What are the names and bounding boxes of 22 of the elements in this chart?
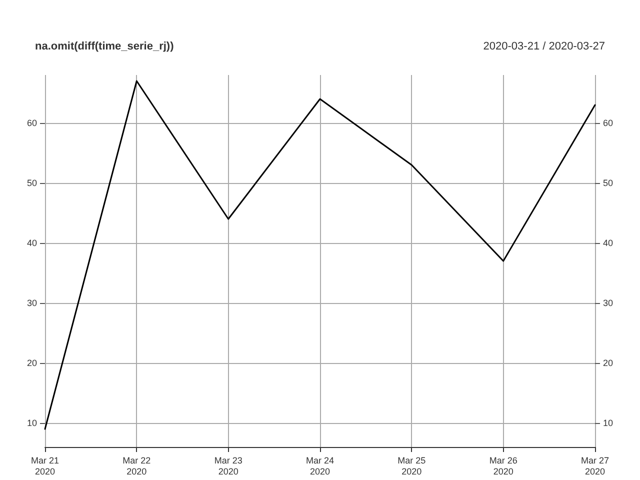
- y2-tick-label: 40: [603, 238, 614, 248]
- x-tick-label: Mar 25 2020: [398, 456, 426, 476]
- x-tick-label: Mar 22 2020: [122, 456, 151, 476]
- y2-tick-label: 60: [603, 118, 614, 128]
- x-tick-label: Mar 21 2020: [30, 456, 60, 476]
- line-series: [44, 80, 596, 430]
- y-tick-label: 20: [26, 358, 37, 368]
- y-tick-label: 50: [26, 178, 37, 188]
- y-tick-label: 10: [26, 418, 37, 428]
- chart-title: na.omit(diff(time_serie_rj)): [35, 40, 174, 52]
- y-tick-label: 60: [26, 118, 37, 128]
- y2-tick-label: 30: [603, 298, 614, 308]
- x-tick-label: Mar 26 2020: [489, 456, 518, 476]
- y2-tick-label: 20: [603, 358, 614, 368]
- y-tick-label: 40: [26, 238, 37, 248]
- x-tick-label: Mar 23 2020: [214, 456, 242, 476]
- x-tick-label: Mar 24 2020: [306, 456, 334, 476]
- x-tick-label: Mar 27 2020: [580, 456, 610, 476]
- y2-tick-label: 50: [603, 178, 614, 188]
- chart-subtitle: 2020-03-21 / 2020-03-27: [483, 40, 606, 52]
- y2-tick-label: 10: [603, 418, 614, 428]
- y-tick-label: 30: [26, 298, 37, 308]
